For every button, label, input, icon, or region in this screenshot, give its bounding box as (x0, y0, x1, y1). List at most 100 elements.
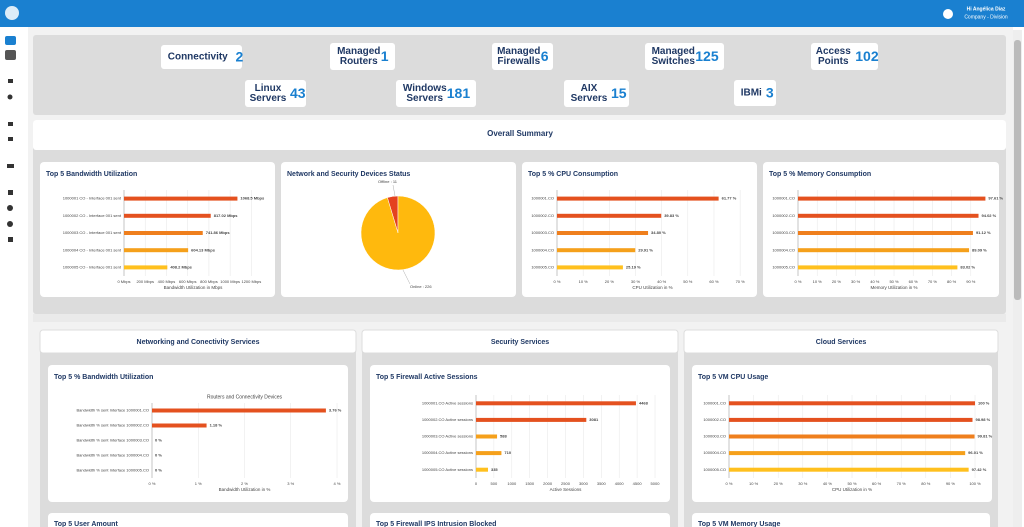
category-label: 1000001.CO (772, 196, 795, 201)
kpi-label: Points (818, 56, 849, 67)
bar (124, 265, 168, 270)
bar (798, 248, 970, 253)
chart-title: Top 5 % Bandwidth Utilization (54, 374, 153, 381)
value-label: 61.77 % (722, 196, 737, 201)
bar (152, 408, 326, 413)
icon[interactable] (7, 205, 13, 211)
chart-card (763, 162, 999, 297)
category-label: 1000002.CO Active sessions (422, 417, 473, 422)
h-scrollbar[interactable] (33, 314, 1006, 322)
chart-title: Top 5 VM Memory Usage (698, 521, 780, 527)
kpi-card (811, 43, 878, 70)
sidebar-icons (7, 79, 14, 242)
kpi-card (161, 45, 242, 69)
bar (798, 196, 986, 201)
x-tick-label: 5000 (651, 481, 661, 486)
kpi-label: Managed (652, 46, 695, 57)
category-label: 1000002.CO (772, 213, 795, 218)
bar (729, 417, 973, 422)
chart-title: Top 5 % Memory Consumption (769, 171, 871, 178)
menu-button[interactable] (5, 36, 16, 45)
section-title: Cloud Services (816, 339, 867, 346)
logo[interactable] (5, 6, 19, 20)
x-tick-label: 400 Mbps (158, 279, 176, 284)
kpi-label: Managed (497, 46, 540, 57)
x-tick-label: 60 % (709, 279, 719, 284)
value-label: 588 (500, 434, 507, 439)
value-label: 710 (504, 450, 511, 455)
bar (124, 248, 189, 253)
kpi-count: 3 (766, 85, 774, 101)
x-tick-label: 40 % (823, 481, 833, 486)
summary-title: Overall Summary (487, 129, 553, 138)
bar (476, 434, 498, 439)
category-label: 1000003.CO Active sessions (422, 434, 473, 439)
category-label: 1000003.CO (703, 434, 726, 439)
chart-card (692, 513, 990, 527)
kpi-card (645, 43, 724, 70)
x-tick-label: 2500 (561, 481, 571, 486)
value-label: 91.12 % (976, 230, 991, 235)
value-label: 408.2 Mbps (170, 264, 192, 269)
category-label: 1000005.CO (531, 264, 554, 269)
home-button[interactable] (5, 50, 16, 60)
kpi-card (396, 80, 476, 107)
icon[interactable] (8, 190, 13, 195)
x-tick-label: 50 % (847, 481, 857, 486)
value-label: 3.76 % (329, 408, 342, 413)
x-tick-label: 0 Mbps (117, 279, 130, 284)
summary-header (33, 120, 1006, 150)
kpi-count: 102 (855, 48, 879, 64)
chart-card (370, 513, 670, 527)
chart-card (370, 365, 670, 502)
icon[interactable] (8, 137, 13, 141)
bar (124, 231, 203, 235)
v-scroll-thumb[interactable] (1014, 40, 1021, 300)
value-label: 3081 (589, 417, 599, 422)
x-tick-label: 800 Mbps (200, 279, 218, 284)
value-label: 604.13 Mbps (191, 247, 216, 252)
x-tick-label: 90 % (946, 481, 956, 486)
x-tick-label: 40 % (657, 279, 667, 284)
bar (729, 451, 966, 456)
value-label: 99.81 % (978, 434, 993, 439)
value-label: 94.02 % (982, 213, 997, 218)
x-axis-title: Active Sessions (550, 487, 583, 492)
category-label: 1000001.CO (531, 196, 554, 201)
x-axis-title: CPU Utilization in % (632, 285, 672, 290)
avatar[interactable] (943, 9, 953, 19)
icon[interactable] (7, 221, 13, 227)
value-label: 97.42 % (972, 467, 987, 472)
icon[interactable] (7, 94, 13, 100)
icon[interactable] (8, 122, 13, 126)
x-tick-label: 30 % (798, 481, 808, 486)
x-tick-label: 100 % (969, 481, 981, 486)
bar (798, 265, 958, 270)
x-tick-label: 2000 (543, 481, 553, 486)
chart-title: Top 5 % CPU Consumption (528, 171, 618, 178)
category-label: 1000005.CO (772, 264, 795, 269)
value-label: 335 (491, 467, 498, 472)
bar (729, 401, 975, 406)
section-header (361, 329, 679, 354)
x-tick-label: 1500 (525, 481, 535, 486)
icon[interactable] (8, 237, 13, 242)
bar (557, 248, 636, 253)
kpi-card (734, 80, 776, 106)
category-label: 1000003.CO (531, 230, 554, 235)
x-tick-label: 1000 Mbps (220, 279, 240, 284)
kpi-count: 1 (381, 48, 389, 64)
x-tick-label: 50 % (683, 279, 693, 284)
pie-slice (360, 195, 436, 271)
icon[interactable] (7, 164, 14, 168)
x-tick-label: 30 % (631, 279, 641, 284)
category-label: 1000004.CO (772, 247, 795, 252)
kpi-count: 2 (236, 49, 244, 65)
x-tick-label: 600 Mbps (179, 279, 197, 284)
category-label: 1000004.CO Active sessions (422, 450, 473, 455)
x-tick-label: 70 % (897, 481, 907, 486)
icon[interactable] (8, 79, 13, 83)
x-tick-label: 1000 (507, 481, 517, 486)
x-tick-label: 1 % (195, 481, 202, 486)
